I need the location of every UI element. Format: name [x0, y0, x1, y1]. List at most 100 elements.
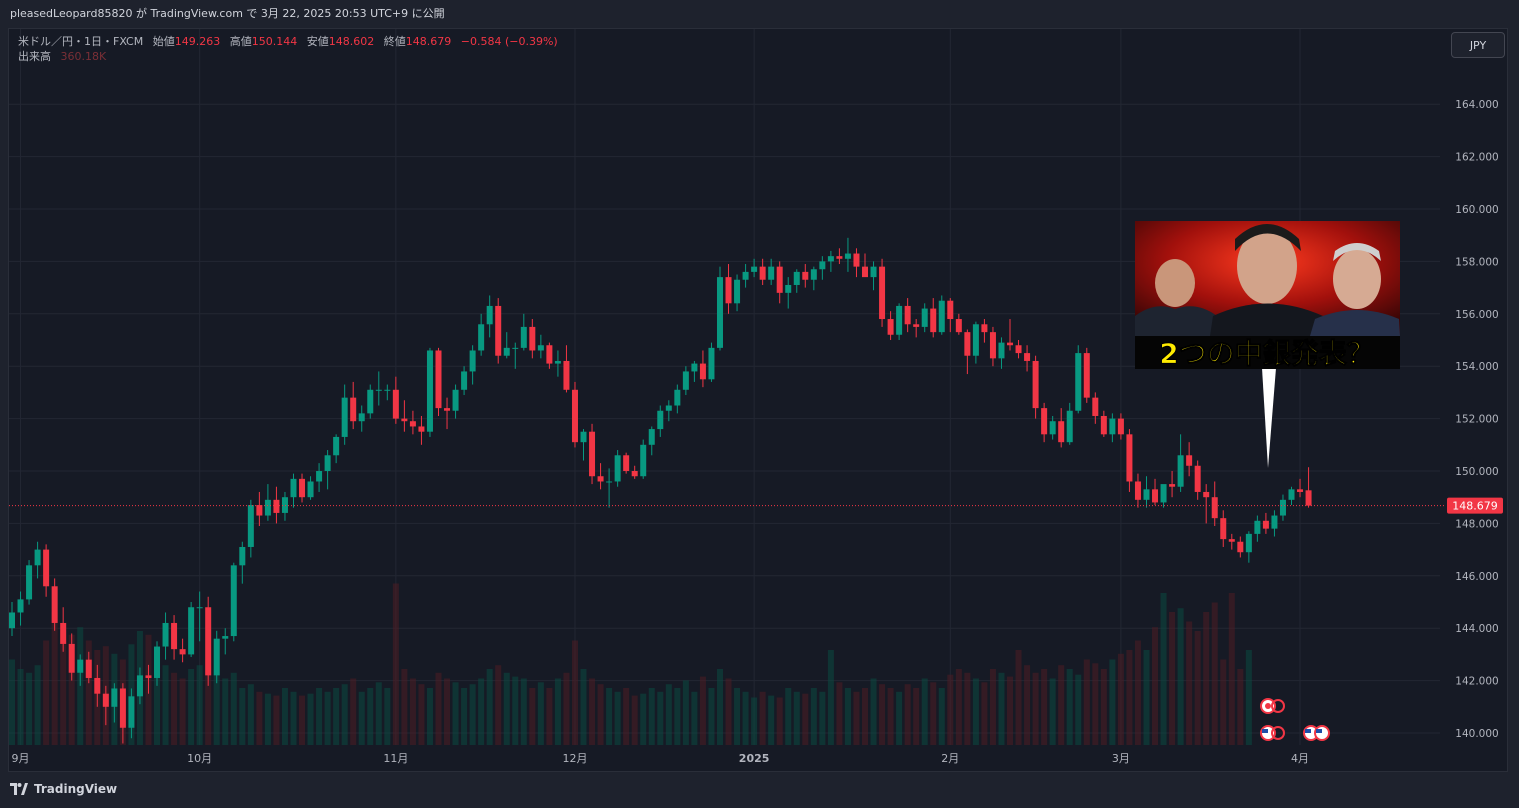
event-icons [1260, 698, 1330, 741]
candle-body [904, 305, 911, 325]
last-price-tag-text: 148.679 [1452, 500, 1498, 513]
volume-bar [350, 678, 357, 745]
candle-body [623, 455, 630, 471]
candle-body [358, 413, 365, 422]
volume-bar [870, 678, 877, 745]
candle-body [1203, 491, 1210, 498]
publish-header: pleasedLeopard85820 が TradingView.com で … [0, 0, 1519, 28]
candle-body [1015, 345, 1022, 354]
candle-body [887, 319, 894, 335]
candle-body [1262, 520, 1269, 529]
y-tick-label: 140.000 [1455, 728, 1498, 740]
symbol-label[interactable]: 米ドル／円・1日・FXCM [18, 35, 144, 48]
volume-bar [1245, 650, 1252, 745]
volume-bar [324, 691, 331, 745]
volume-bar [1066, 669, 1073, 745]
x-tick-label: 3月 [1112, 752, 1130, 765]
volume-bar [1049, 678, 1056, 745]
open-value: 149.263 [174, 35, 221, 48]
volume-bar [1075, 674, 1082, 745]
x-tick-label: 4月 [1291, 752, 1309, 765]
candle-body [171, 622, 178, 650]
volume-bar [1203, 612, 1210, 745]
low-value: 148.602 [328, 35, 375, 48]
volume-bar [614, 691, 621, 745]
volume-bar [716, 669, 723, 745]
candle-body [597, 476, 604, 482]
volume-bar [648, 688, 655, 745]
candle-body [26, 565, 33, 600]
candle-body [742, 271, 749, 280]
candle-body [870, 266, 877, 278]
volume-bar [461, 688, 468, 745]
volume-bar [921, 678, 928, 745]
volume-bar [1032, 672, 1039, 745]
candle-body [1092, 397, 1099, 416]
candle-body [256, 505, 263, 516]
volume-bar [188, 669, 195, 745]
candle-body [324, 455, 331, 471]
candle-body [674, 389, 681, 406]
low-label: 安値 [306, 35, 329, 48]
candle-body [1297, 489, 1304, 492]
candle-body [665, 405, 672, 411]
volume-bar [154, 669, 161, 745]
candle-body [1194, 465, 1201, 492]
candle-body [529, 326, 536, 351]
volume-bar [68, 634, 75, 745]
volume-bar [768, 695, 775, 745]
chart-panel[interactable] [8, 28, 1508, 772]
volume-bar [563, 672, 570, 745]
candle-body [316, 471, 323, 482]
volume-bar [358, 691, 365, 745]
volume-bar [1117, 653, 1124, 745]
volume-bar [1177, 608, 1184, 745]
candle-body [580, 431, 587, 443]
volume-bar [751, 697, 758, 745]
volume-bar [299, 695, 306, 745]
change-value: −0.584 (−0.39%) [460, 35, 558, 48]
volume-bar [375, 682, 382, 745]
candle-body [512, 347, 519, 349]
candle-body [998, 342, 1005, 359]
volume-bar [495, 665, 502, 745]
candle-body [802, 271, 809, 280]
candle-body [657, 410, 664, 430]
volume-bar [367, 688, 374, 745]
candle-body [1254, 520, 1261, 534]
candle-body [930, 308, 937, 333]
tradingview-logo[interactable]: TradingView [10, 782, 117, 796]
volume-bar [1186, 621, 1193, 745]
candle-body [290, 478, 297, 498]
candle-body [614, 455, 621, 482]
y-tick-label: 148.000 [1455, 518, 1498, 530]
volume-bar [734, 688, 741, 745]
candle-body [264, 499, 271, 516]
candle-body [1177, 455, 1184, 487]
volume-bar [964, 672, 971, 745]
volume-bar [691, 691, 698, 745]
volume-bar [520, 678, 527, 745]
volume-bar [273, 695, 280, 745]
candle-body [401, 418, 408, 422]
volume-bar [998, 672, 1005, 745]
candle-body [43, 549, 50, 587]
volume-bar [316, 688, 323, 745]
candle-body [1117, 418, 1124, 435]
candle-body [546, 345, 553, 364]
volume-bar [853, 691, 860, 745]
candle-body [426, 350, 433, 432]
candle-body [776, 266, 783, 293]
volume-label[interactable]: 出来高 [18, 50, 51, 63]
ohlc-row: 米ドル／円・1日・FXCM 始値149.263 高値150.144 安値148.… [18, 34, 558, 49]
volume-bar [34, 665, 41, 745]
candle-body [384, 389, 391, 391]
currency-button[interactable]: JPY [1451, 32, 1505, 58]
candle-body [537, 345, 544, 351]
candle-body [94, 677, 101, 694]
candle-body [1245, 533, 1252, 553]
candle-body [333, 436, 340, 456]
candle-body [1279, 499, 1286, 516]
candle-body [1126, 434, 1133, 482]
